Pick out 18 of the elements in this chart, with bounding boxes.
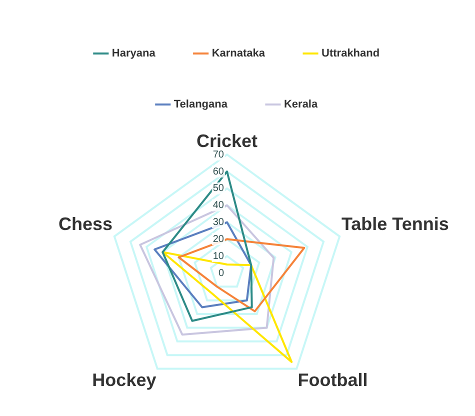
y-tick-label: 10 — [212, 250, 224, 262]
y-tick-label: 30 — [212, 217, 224, 228]
spoke-label: Cricket — [196, 130, 258, 151]
spoke-label: Chess — [58, 214, 112, 234]
y-tick-label: 50 — [212, 183, 224, 194]
y-tick-label: 60 — [212, 166, 224, 178]
legend-label: Haryana — [112, 48, 156, 60]
spoke-label: Hockey — [92, 370, 156, 390]
y-tick-label: 40 — [212, 200, 224, 212]
y-tick-label: 70 — [212, 149, 224, 160]
legend-label: Karnataka — [212, 48, 266, 60]
spoke-label: Football — [298, 370, 368, 390]
legend-label: Telangana — [174, 98, 228, 111]
y-tick-label: 0 — [218, 268, 224, 279]
legend-label: Kerala — [284, 98, 318, 111]
spoke-label: Table Tennis — [342, 214, 449, 234]
legend-label: Uttrakhand — [322, 48, 380, 60]
y-tick-label: 20 — [212, 234, 224, 245]
